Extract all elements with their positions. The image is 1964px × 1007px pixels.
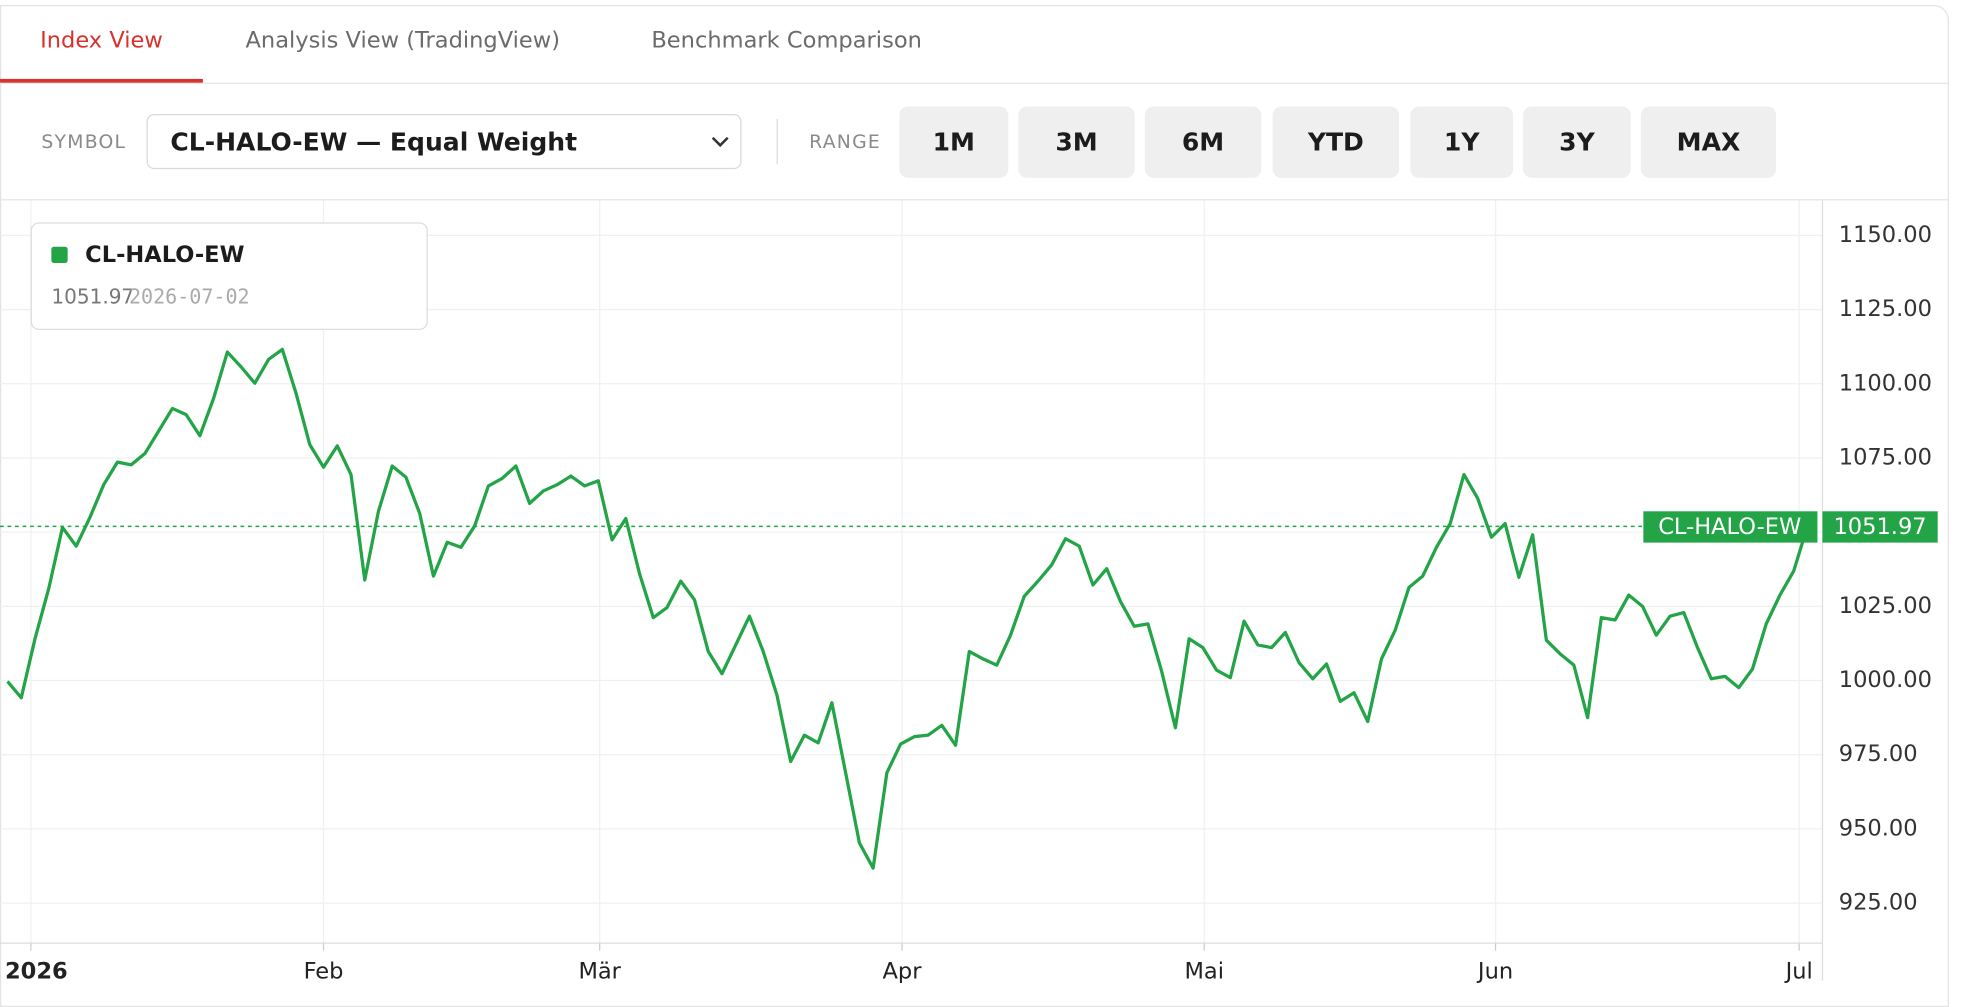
x-tick-label: Mär	[578, 958, 621, 984]
range-button[interactable]: 1M	[899, 106, 1009, 178]
tab-bar: Index View Analysis View (TradingView) Ben…	[0, 5, 1949, 84]
series-label-box	[1643, 511, 1818, 543]
tab[interactable]: Benchmark Comparison	[651, 27, 922, 54]
symbol-label: SYMBOL	[41, 130, 127, 153]
y-tick-label: 1150.00	[1839, 222, 1932, 248]
legend-date: 2026-07-02	[129, 285, 250, 309]
range-button[interactable]: 1Y	[1410, 106, 1514, 178]
range-button[interactable]: YTD	[1272, 106, 1400, 178]
toolbar: SYMBOL CL-HALO-EW — Equal Weight RANGE 1…	[0, 83, 1949, 201]
range-label: RANGE	[809, 130, 882, 153]
x-tick-label: Apr	[882, 958, 922, 984]
chevron	[711, 136, 729, 148]
price-label-box	[1822, 511, 1938, 543]
x-tick-label: Mai	[1184, 958, 1224, 984]
y-tick-label: 950.00	[1839, 815, 1918, 841]
divider	[776, 118, 778, 165]
symbol-select[interactable]: CL-HALO-EW — Equal Weight	[146, 113, 742, 170]
range-button[interactable]: 6M	[1144, 106, 1262, 178]
x-tick-label: Feb	[304, 958, 344, 984]
y-tick-label: 925.00	[1839, 890, 1918, 916]
y-tick-label: 1075.00	[1839, 444, 1932, 470]
series-label: CL-HALO-EW	[1658, 514, 1801, 540]
x-tick-label: Jun	[1476, 958, 1513, 984]
legend-name: CL-HALO-EW	[85, 242, 244, 268]
legend-swatch	[51, 246, 68, 264]
range-button[interactable]: 3Y	[1523, 106, 1631, 178]
x-tick-label: 2026	[5, 958, 68, 984]
tab[interactable]: Index View	[0, 5, 203, 83]
price-line	[6, 347, 1809, 870]
price-label: 1051.97	[1833, 514, 1926, 540]
legend-value: 1051.97	[51, 285, 134, 309]
symbol-value: CL-HALO-EW — Equal Weight	[170, 126, 578, 157]
y-tick-label: 1100.00	[1839, 370, 1932, 396]
tab[interactable]: Analysis View (TradingView)	[245, 27, 561, 54]
y-tick-label: 1025.00	[1839, 593, 1932, 619]
range-button[interactable]: MAX	[1640, 106, 1777, 178]
legend-bg	[30, 222, 428, 331]
y-tick-label: 1125.00	[1839, 296, 1932, 322]
range-button[interactable]: 3M	[1018, 106, 1135, 178]
y-tick-label: 1000.00	[1839, 667, 1932, 693]
y-tick-label: 975.00	[1839, 741, 1918, 767]
x-tick-label: Jul	[1784, 958, 1813, 984]
